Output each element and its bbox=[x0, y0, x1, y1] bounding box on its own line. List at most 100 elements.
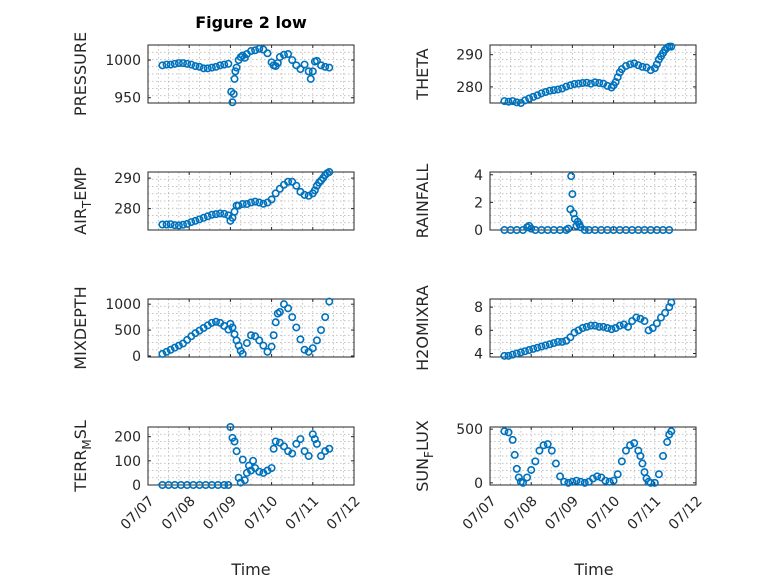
y-tick-label: 0 bbox=[474, 476, 483, 492]
y-tick-label: 950 bbox=[114, 91, 141, 107]
data-point bbox=[284, 177, 293, 186]
data-point bbox=[232, 447, 241, 456]
plot-air-temp: 280 290 AIRTEMP bbox=[71, 167, 355, 235]
data-point bbox=[667, 298, 676, 307]
y-tick-label: 290 bbox=[456, 48, 483, 64]
data-point bbox=[626, 60, 635, 69]
data-point bbox=[220, 209, 229, 218]
data-point bbox=[220, 480, 229, 489]
data-point bbox=[275, 438, 284, 447]
y-tick-label: 280 bbox=[114, 202, 141, 218]
data-point bbox=[525, 346, 534, 355]
data-point bbox=[549, 86, 558, 95]
data-point bbox=[504, 351, 513, 360]
data-point bbox=[634, 61, 643, 70]
data-point bbox=[570, 79, 579, 88]
data-point bbox=[566, 333, 575, 342]
data-point bbox=[263, 347, 272, 356]
plot-h2omixra: 4 6 8 H2OMIXRA bbox=[413, 285, 697, 371]
data-point bbox=[580, 226, 589, 235]
data-point bbox=[292, 181, 301, 190]
data-point bbox=[533, 343, 542, 352]
data-point bbox=[251, 332, 260, 341]
data-point bbox=[576, 477, 585, 486]
axes-frame bbox=[147, 44, 355, 104]
y-tick-label: 500 bbox=[456, 422, 483, 438]
data-point bbox=[529, 92, 538, 101]
data-point bbox=[255, 336, 264, 345]
x-tick-label: 07/12 bbox=[666, 493, 706, 533]
data-point bbox=[588, 474, 597, 483]
data-point bbox=[308, 67, 317, 76]
data-point bbox=[267, 464, 276, 473]
data-point bbox=[558, 337, 567, 346]
data-point bbox=[232, 63, 241, 72]
data-point bbox=[158, 220, 167, 229]
data-point bbox=[603, 323, 612, 332]
data-point bbox=[275, 184, 284, 193]
data-point bbox=[242, 200, 251, 209]
data-point bbox=[500, 427, 509, 436]
data-point bbox=[652, 319, 661, 328]
data-point bbox=[626, 441, 635, 450]
data-point bbox=[174, 221, 183, 230]
data-point bbox=[211, 210, 220, 219]
data-point bbox=[187, 218, 196, 227]
data-point bbox=[656, 313, 665, 322]
data-point bbox=[255, 44, 264, 53]
data-point bbox=[271, 189, 280, 198]
data-point bbox=[646, 478, 655, 487]
data-point bbox=[578, 79, 587, 88]
data-point bbox=[255, 467, 264, 476]
data-point bbox=[545, 340, 554, 349]
data-point bbox=[249, 456, 258, 465]
data-point bbox=[224, 480, 233, 489]
data-point bbox=[580, 478, 589, 487]
data-point bbox=[325, 63, 334, 72]
data-point bbox=[226, 422, 235, 431]
data-point bbox=[275, 53, 284, 62]
data-point bbox=[617, 457, 626, 466]
data-point bbox=[648, 323, 657, 332]
data-point bbox=[162, 60, 171, 69]
data-point bbox=[263, 49, 272, 58]
x-tick-label: 07/10 bbox=[241, 493, 281, 533]
data-point bbox=[514, 473, 523, 482]
y-tick-label: 100 bbox=[114, 454, 141, 470]
data-point bbox=[304, 67, 313, 76]
data-point bbox=[632, 313, 641, 322]
x-axis-label-left: Time bbox=[230, 560, 270, 579]
data-point bbox=[224, 59, 233, 68]
data-point bbox=[572, 476, 581, 485]
data-point bbox=[516, 348, 525, 357]
y-tick-label: 2 bbox=[474, 195, 483, 211]
data-point bbox=[582, 322, 591, 331]
data-point bbox=[599, 79, 608, 88]
data-point bbox=[255, 198, 264, 207]
data-point bbox=[607, 325, 616, 334]
data-point bbox=[510, 450, 519, 459]
data-point bbox=[312, 439, 321, 448]
plot-pressure: 950 1000 PRESSURE bbox=[71, 32, 355, 116]
data-point bbox=[527, 465, 536, 474]
data-point bbox=[582, 78, 591, 87]
data-point bbox=[174, 59, 183, 68]
y-axis-label: AIRTEMP bbox=[71, 167, 94, 235]
axes-frame bbox=[147, 298, 355, 358]
data-point bbox=[292, 439, 301, 448]
data-point bbox=[667, 42, 676, 51]
data-point bbox=[566, 81, 575, 90]
data-point bbox=[646, 66, 655, 75]
data-point bbox=[537, 89, 546, 98]
data-point bbox=[543, 440, 552, 449]
data-point bbox=[500, 97, 509, 106]
data-point bbox=[275, 307, 284, 316]
axes-frame bbox=[489, 44, 697, 104]
plot-terr-msl: 07/07 07/08 07/09 07/10 07/11 07/12 0 100 200 TER… bbox=[71, 420, 364, 533]
data-point bbox=[220, 60, 229, 69]
data-point bbox=[558, 84, 567, 93]
y-tick-label: 1000 bbox=[105, 53, 141, 69]
axes-frame bbox=[147, 171, 355, 231]
data-point bbox=[593, 472, 602, 481]
data-point bbox=[500, 351, 509, 360]
